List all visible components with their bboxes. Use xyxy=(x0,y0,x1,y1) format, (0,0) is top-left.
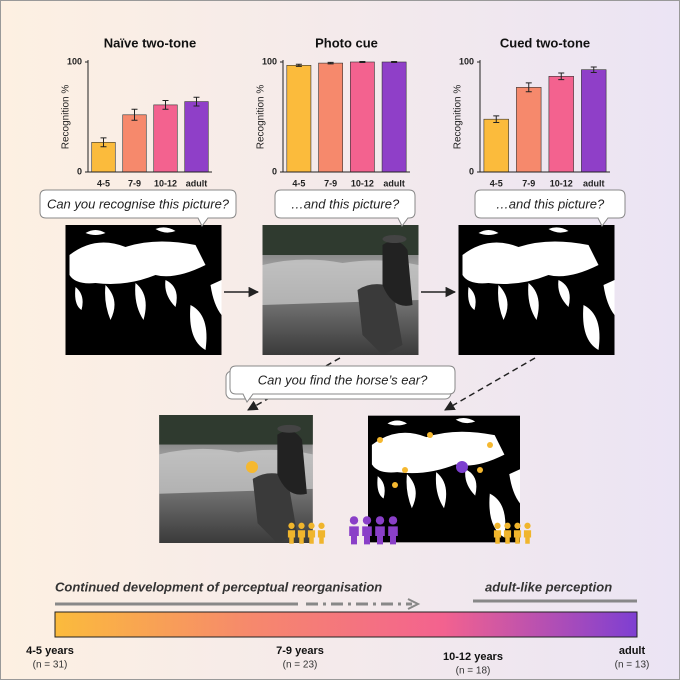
ear-marker xyxy=(456,461,468,473)
error-bar xyxy=(493,115,500,123)
axis xyxy=(282,60,410,173)
error-bar xyxy=(327,61,334,65)
y-tick-label: 0 xyxy=(469,166,474,176)
timeline-label: Continued development of perceptual reor… xyxy=(55,579,382,594)
error-bar xyxy=(100,137,107,148)
error-bar xyxy=(558,72,565,81)
speech-bubbles: Can you recognise this picture? …and this… xyxy=(39,189,626,403)
error-bar xyxy=(590,66,597,73)
bar xyxy=(318,62,343,173)
bar xyxy=(153,104,178,173)
x-tick-label: 10-12 xyxy=(550,178,573,188)
ear-marker xyxy=(246,461,258,473)
two-tone-image xyxy=(458,225,615,355)
y-tick-label: 100 xyxy=(262,56,277,66)
y-tick-label: 0 xyxy=(77,166,82,176)
bar xyxy=(350,61,375,173)
axis xyxy=(479,60,610,173)
x-tick-label: 7-9 xyxy=(128,178,141,188)
images xyxy=(65,225,615,543)
group-label: 4-5 years xyxy=(26,645,74,657)
bubble-text: …and this picture? xyxy=(496,196,605,211)
bubble-text: Can you recognise this picture? xyxy=(47,196,230,211)
axis xyxy=(87,60,212,173)
error-bar xyxy=(359,61,366,63)
y-tick-label: 100 xyxy=(67,56,82,66)
timeline-arrow xyxy=(407,598,421,610)
group-n: (n = 31) xyxy=(33,660,68,671)
bar xyxy=(581,69,607,173)
speech-bubble xyxy=(274,189,416,227)
x-tick-label: 7-9 xyxy=(324,178,337,188)
timeline-bar xyxy=(54,611,638,638)
x-tick-label: 10-12 xyxy=(351,178,374,188)
error-bar xyxy=(295,63,302,67)
error-bar xyxy=(162,100,169,110)
speech-bubble xyxy=(39,189,237,227)
arrow xyxy=(444,357,536,411)
error-bar xyxy=(525,82,532,93)
x-tick-label: adult xyxy=(583,178,605,188)
bubble-text: …and this picture? xyxy=(291,196,400,211)
bar xyxy=(516,87,542,173)
x-tick-label: adult xyxy=(186,178,208,188)
timeline: Continued development of perceptual reor… xyxy=(26,579,649,676)
x-tick-label: adult xyxy=(383,178,405,188)
chart-title: Photo cue xyxy=(315,35,378,50)
y-tick-label: 100 xyxy=(459,56,474,66)
clicks xyxy=(377,432,493,488)
group-label: 10-12 years xyxy=(443,651,503,663)
bar xyxy=(286,65,312,173)
speech-bubble xyxy=(229,365,456,403)
y-axis-label: Recognition % xyxy=(453,85,464,150)
two-tone-image xyxy=(65,225,222,355)
charts: Naïve two-tone Recognition % 0 100 4-5 7-9 10-… xyxy=(61,35,610,188)
x-tick-label: 10-12 xyxy=(154,178,177,188)
group-n: (n = 18) xyxy=(456,666,491,677)
chart-title: Naïve two-tone xyxy=(104,35,196,50)
x-tick-label: 4-5 xyxy=(97,178,110,188)
error-bar xyxy=(131,108,138,121)
photo-image xyxy=(262,225,419,355)
bubble-text: Can you find the horse’s ear? xyxy=(258,372,428,387)
error-bar xyxy=(193,96,200,107)
chart-title: Cued two-tone xyxy=(500,35,590,50)
group-n: (n = 23) xyxy=(283,660,318,671)
x-tick-label: 4-5 xyxy=(292,178,305,188)
error-bar xyxy=(391,61,398,63)
bar xyxy=(184,101,209,173)
x-tick-label: 7-9 xyxy=(522,178,535,188)
y-tick-label: 0 xyxy=(272,166,277,176)
bar xyxy=(381,61,407,173)
group-n: (n = 13) xyxy=(615,660,650,671)
speech-bubble xyxy=(474,189,626,227)
y-axis-label: Recognition % xyxy=(256,85,267,150)
y-axis-label: Recognition % xyxy=(61,85,72,150)
group-label: adult xyxy=(619,645,646,657)
bar xyxy=(548,76,574,173)
group-label: 7-9 years xyxy=(276,645,324,657)
timeline-label: adult-like perception xyxy=(485,579,612,594)
bar xyxy=(483,118,509,173)
bar xyxy=(122,114,147,173)
x-tick-label: 4-5 xyxy=(490,178,503,188)
